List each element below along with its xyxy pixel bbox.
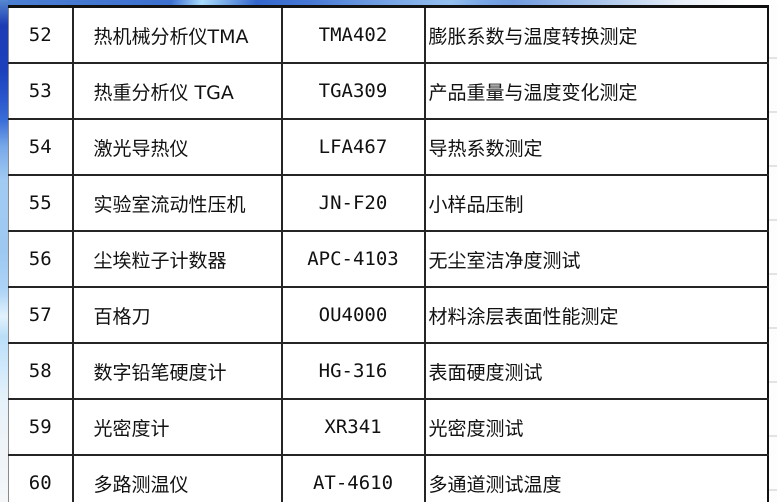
cell-equipment-name: 光密度计 bbox=[71, 398, 283, 456]
cell-purpose: 表面硬度测试 bbox=[423, 342, 769, 400]
cell-model: TGA309 bbox=[280, 62, 426, 120]
table-row: 53 热重分析仪 TGA TGA309 产品重量与温度变化测定 bbox=[8, 62, 769, 120]
cell-purpose: 导热系数测定 bbox=[423, 118, 769, 176]
cell-equipment-name: 数字铅笔硬度计 bbox=[71, 342, 283, 400]
table-row: 52 热机械分析仪TMA TMA402 膨胀系数与温度转换测定 bbox=[8, 5, 769, 64]
cell-equipment-name: 激光导热仪 bbox=[71, 118, 283, 176]
cell-row-number: 58 bbox=[8, 342, 74, 400]
cell-purpose: 无尘室洁净度测试 bbox=[423, 230, 769, 288]
cell-equipment-name: 百格刀 bbox=[71, 286, 283, 344]
cell-equipment-name: 多路测温仪 bbox=[71, 454, 283, 502]
table-row: 54 激光导热仪 LFA467 导热系数测定 bbox=[8, 118, 769, 176]
cell-purpose: 光密度测试 bbox=[423, 398, 769, 456]
cell-model: OU4000 bbox=[280, 286, 426, 344]
cell-row-number: 54 bbox=[8, 118, 74, 176]
right-margin bbox=[769, 5, 777, 502]
cell-row-number: 59 bbox=[8, 398, 74, 456]
cell-row-number: 55 bbox=[8, 174, 74, 232]
table-row: 59 光密度计 XR341 光密度测试 bbox=[8, 398, 769, 456]
cell-model: LFA467 bbox=[280, 118, 426, 176]
table-row: 60 多路测温仪 AT-4610 多通道测试温度 bbox=[8, 454, 769, 502]
cell-model: AT-4610 bbox=[280, 454, 426, 502]
cell-equipment-name: 尘埃粒子计数器 bbox=[71, 230, 283, 288]
cell-model: XR341 bbox=[280, 398, 426, 456]
table-row: 56 尘埃粒子计数器 APC-4103 无尘室洁净度测试 bbox=[8, 230, 769, 288]
cell-row-number: 57 bbox=[8, 286, 74, 344]
cell-model: JN-F20 bbox=[280, 174, 426, 232]
cell-purpose: 多通道测试温度 bbox=[423, 454, 769, 502]
table-row: 55 实验室流动性压机 JN-F20 小样品压制 bbox=[8, 174, 769, 232]
cell-model: TMA402 bbox=[280, 5, 426, 64]
cell-model: APC-4103 bbox=[280, 230, 426, 288]
cell-purpose: 小样品压制 bbox=[423, 174, 769, 232]
cell-row-number: 53 bbox=[8, 62, 74, 120]
cell-row-number: 52 bbox=[8, 5, 74, 64]
cell-row-number: 56 bbox=[8, 230, 74, 288]
left-decoration-strip bbox=[0, 0, 8, 502]
table-row: 58 数字铅笔硬度计 HG-316 表面硬度测试 bbox=[8, 342, 769, 400]
cell-purpose: 产品重量与温度变化测定 bbox=[423, 62, 769, 120]
cell-equipment-name: 实验室流动性压机 bbox=[71, 174, 283, 232]
cell-equipment-name: 热机械分析仪TMA bbox=[71, 5, 283, 64]
cell-equipment-name: 热重分析仪 TGA bbox=[71, 62, 283, 120]
cell-model: HG-316 bbox=[280, 342, 426, 400]
equipment-table: 52 热机械分析仪TMA TMA402 膨胀系数与温度转换测定 53 热重分析仪… bbox=[8, 5, 769, 502]
cell-purpose: 膨胀系数与温度转换测定 bbox=[423, 5, 769, 64]
top-decoration-band bbox=[0, 0, 777, 6]
table-row: 57 百格刀 OU4000 材料涂层表面性能测定 bbox=[8, 286, 769, 344]
cell-row-number: 60 bbox=[8, 454, 74, 502]
cell-purpose: 材料涂层表面性能测定 bbox=[423, 286, 769, 344]
